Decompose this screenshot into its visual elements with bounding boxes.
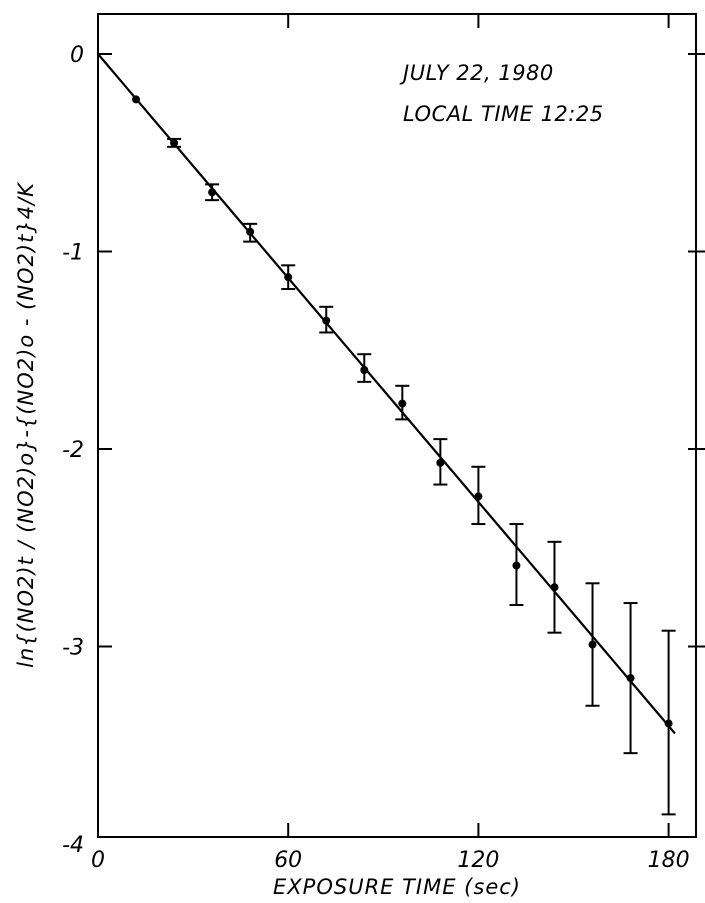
data-point bbox=[474, 492, 483, 501]
x-tick-label: 180 bbox=[648, 848, 690, 873]
data-point bbox=[512, 561, 521, 570]
y-tick-label: -3 bbox=[62, 636, 84, 661]
y-tick-label: -1 bbox=[62, 241, 84, 266]
data-point bbox=[360, 366, 369, 374]
x-tick-label: 120 bbox=[457, 848, 499, 873]
x-axis-ticks: 0 60 120 180 bbox=[91, 14, 690, 873]
y-axis-ticks: 0 -1 -2 -3 -4 bbox=[62, 43, 705, 858]
data-point bbox=[322, 316, 331, 325]
data-marks bbox=[97, 53, 676, 816]
data-point bbox=[246, 227, 255, 236]
data-point bbox=[588, 640, 597, 649]
data-point bbox=[664, 719, 673, 728]
data-point bbox=[208, 188, 217, 197]
data-point bbox=[436, 458, 445, 467]
y-tick-label: -4 bbox=[62, 833, 84, 858]
y-tick-label: 0 bbox=[70, 43, 84, 68]
x-tick-label: 0 bbox=[91, 848, 105, 873]
data-point bbox=[550, 583, 559, 592]
x-axis-title: EXPOSURE TIME (sec) bbox=[273, 875, 521, 899]
plot-frame bbox=[97, 13, 697, 838]
annotation-date: JULY 22, 1980 bbox=[399, 61, 554, 85]
data-point bbox=[398, 399, 407, 408]
data-point bbox=[284, 273, 293, 282]
data-point bbox=[170, 138, 179, 147]
fit-line bbox=[97, 53, 676, 735]
data-point bbox=[132, 95, 141, 104]
y-axis-title: ln{(NO2)t / (NO2)o}-{(NO2)o - (NO2)t}4/K bbox=[14, 181, 38, 668]
x-tick-label: 60 bbox=[274, 848, 302, 873]
annotation-local-time: LOCAL TIME 12:25 bbox=[403, 102, 604, 126]
y-tick-label: -2 bbox=[62, 438, 84, 463]
data-point bbox=[626, 674, 635, 683]
